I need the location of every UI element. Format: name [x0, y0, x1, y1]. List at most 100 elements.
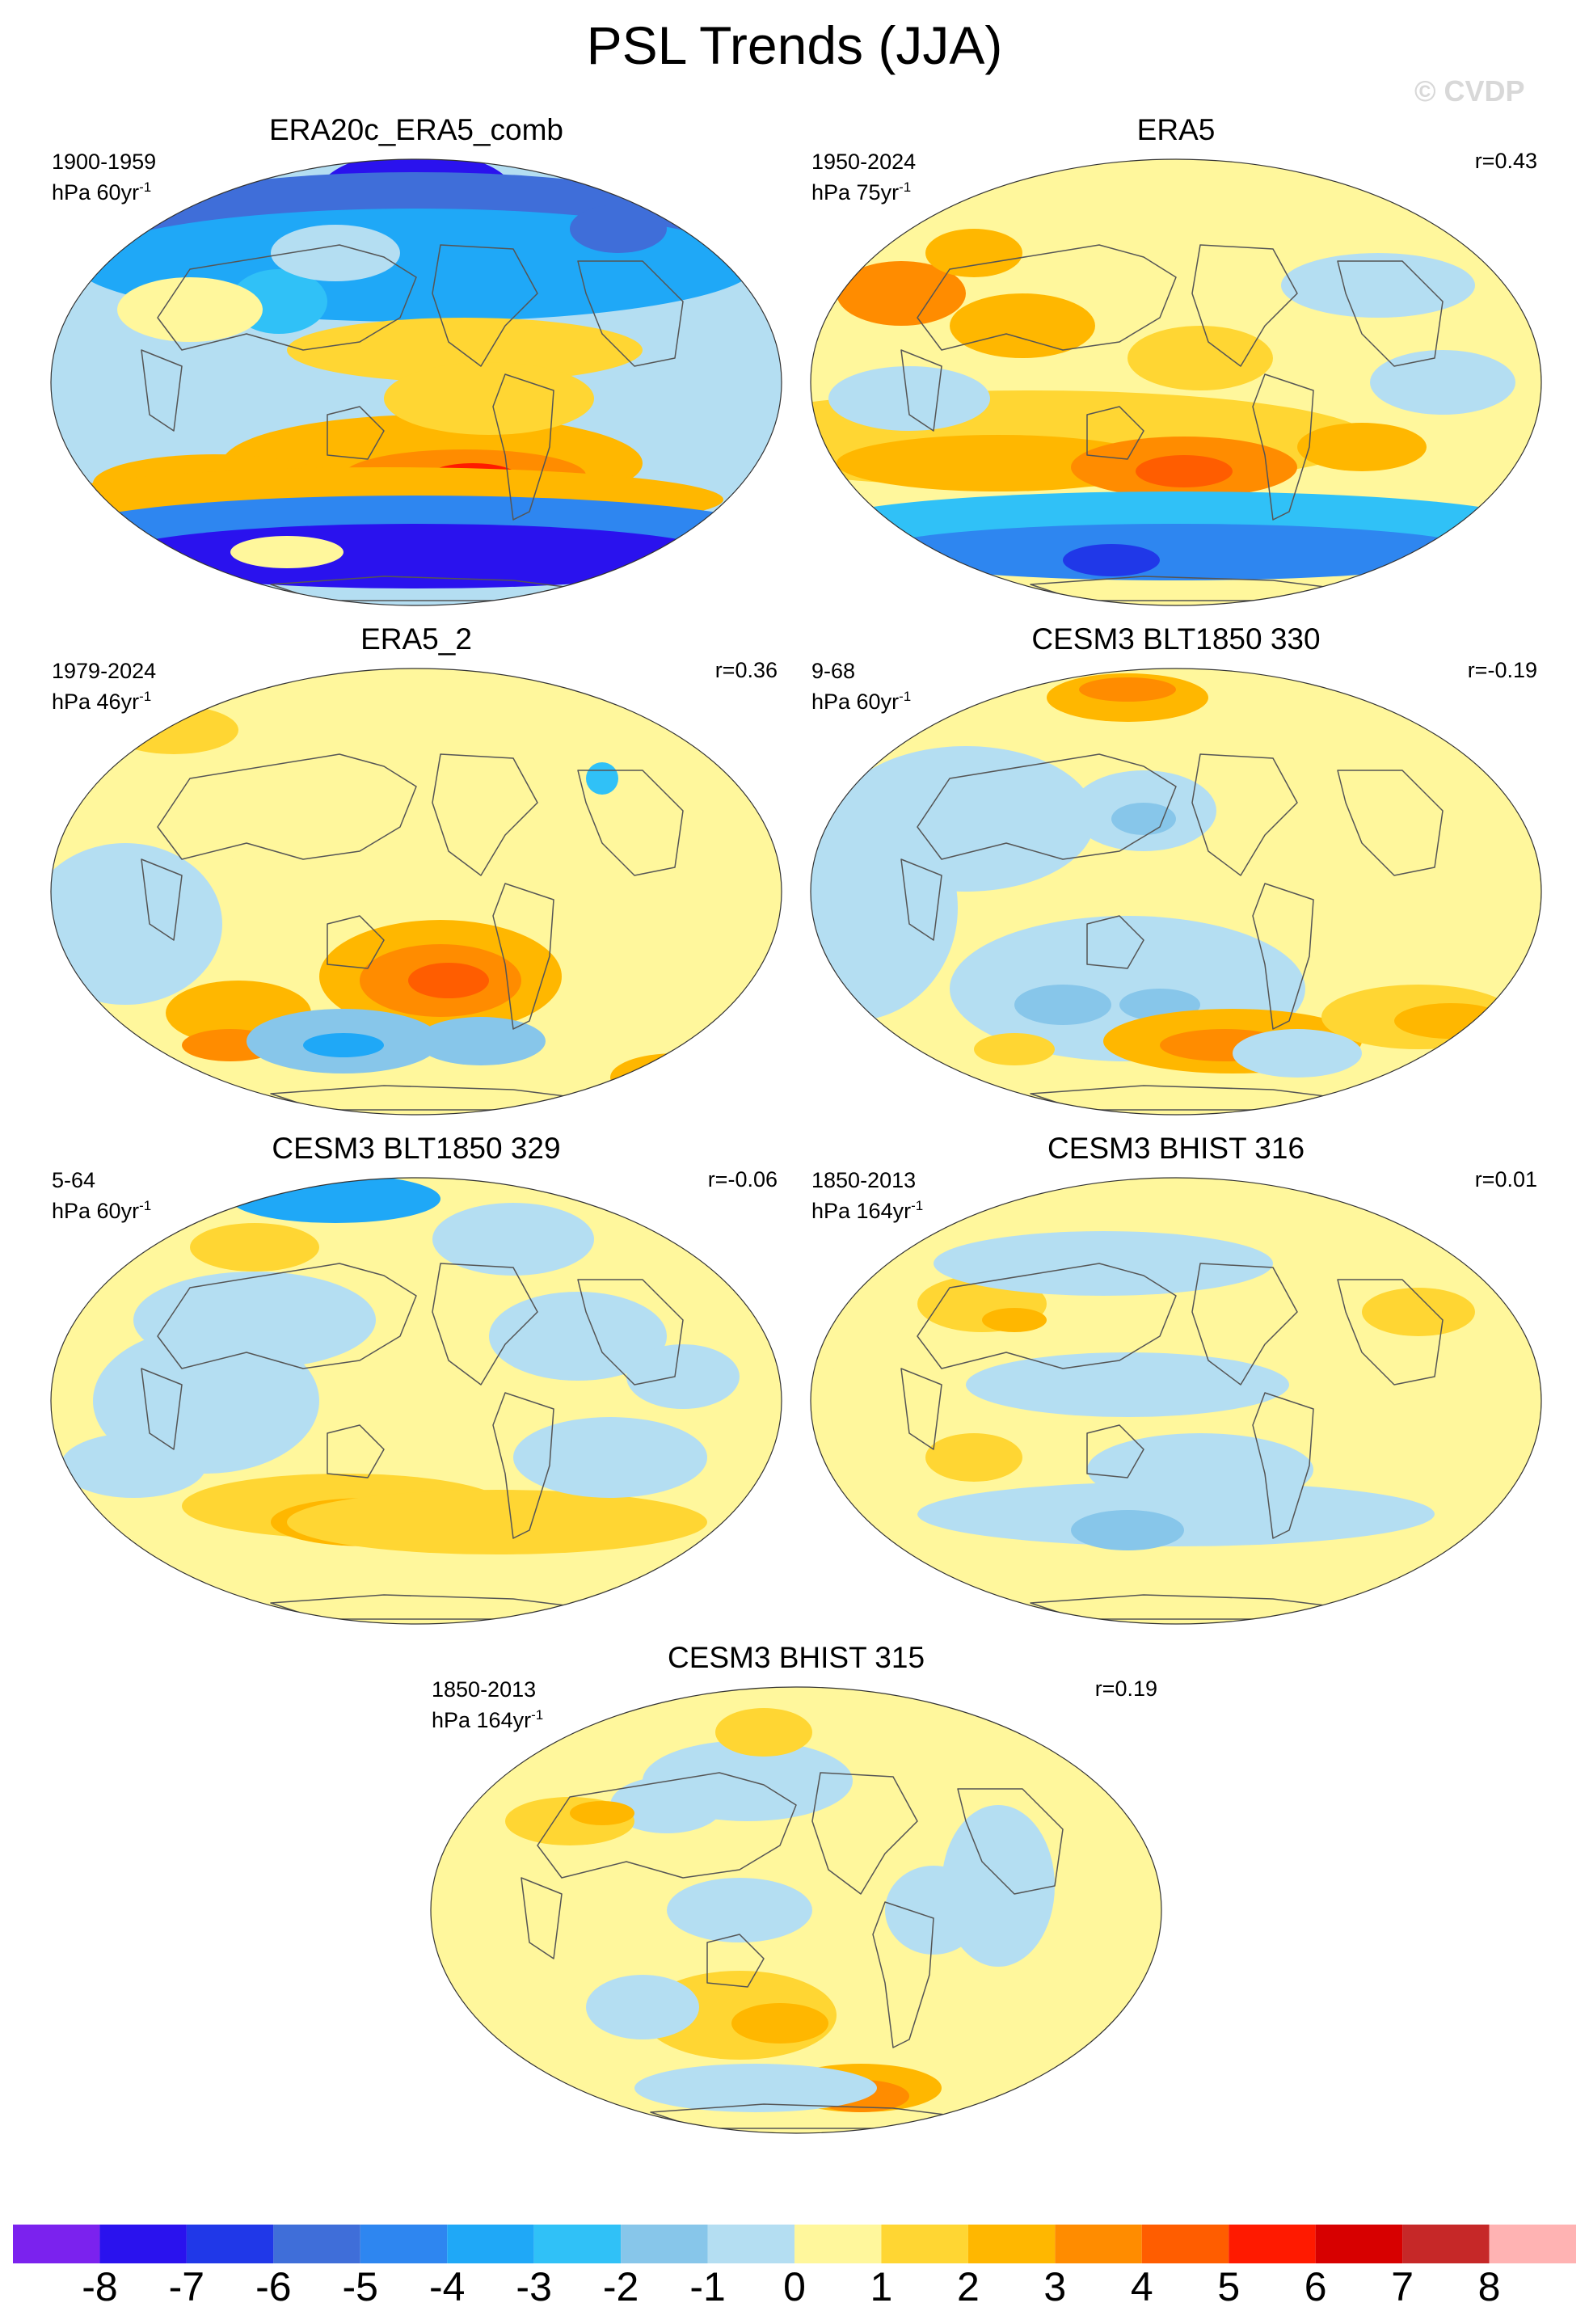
trend-contour-region	[1014, 985, 1111, 1025]
coastline	[917, 244, 1177, 351]
colorbar	[13, 2225, 1576, 2263]
trend-contour-region	[570, 205, 667, 253]
trend-contour-region	[109, 524, 723, 588]
map-era20c-era5-comb	[50, 158, 782, 606]
coastline	[1337, 260, 1444, 367]
trend-contour-region	[950, 293, 1095, 358]
trend-contour-region	[489, 1292, 667, 1381]
trend-contour-region	[586, 762, 618, 795]
trend-contour-region	[117, 277, 263, 342]
trend-contour-region	[190, 1223, 319, 1272]
panel-title: CESM3 BHIST 315	[667, 1641, 925, 1674]
map-border	[50, 1177, 782, 1625]
trend-contour-region	[586, 1975, 699, 2039]
coastline	[1086, 915, 1144, 969]
trend-contour-region	[230, 536, 344, 568]
panel-era5-2: ERA5_2 1979-2024 hPa 46yr-1 r=0.36	[40, 622, 792, 1124]
panel-title: CESM3 BHIST 316	[1047, 1132, 1305, 1165]
map-border	[810, 1177, 1542, 1625]
colorbar-box	[13, 2225, 100, 2263]
coastline	[900, 1368, 942, 1450]
coastline	[900, 858, 942, 941]
trend-contour-region	[934, 1231, 1273, 1296]
coastline	[917, 1263, 1177, 1369]
colorbar-box	[447, 2225, 534, 2263]
coastline	[141, 1368, 183, 1450]
coastline	[1252, 373, 1314, 521]
coastline	[327, 915, 385, 969]
panel-units: hPa 60yr-1	[52, 179, 152, 205]
trend-contour-region	[626, 1344, 740, 1409]
trend-contour-region	[1071, 1510, 1184, 1550]
trend-contour-region	[1297, 423, 1427, 471]
colorbar-box	[707, 2225, 794, 2263]
coastline	[1191, 1263, 1298, 1386]
panel-units: hPa 46yr-1	[52, 689, 152, 714]
coastline	[432, 753, 538, 876]
coastline	[492, 883, 554, 1030]
colorbar-tick-label: 6	[1304, 2264, 1327, 2309]
panel-period: 1979-2024	[52, 659, 157, 683]
trend-contour-region	[570, 1801, 634, 1825]
panel-title: CESM3 BLT1850 330	[1031, 622, 1321, 656]
trend-contour-region	[384, 362, 594, 435]
colorbar-tick-label: 4	[1130, 2264, 1153, 2309]
panel-units: hPa 164yr-1	[432, 1707, 544, 1732]
trend-contour-region	[473, 1870, 602, 1999]
map-era5	[810, 158, 1542, 606]
map-cesm3-blt1850-330	[810, 668, 1542, 1116]
panel-title: CESM3 BLT1850 329	[272, 1132, 561, 1165]
trend-contour-region	[513, 1417, 707, 1498]
trend-contour-region	[1370, 350, 1515, 415]
colorbar-tick-label: -6	[255, 2264, 292, 2309]
map-border	[50, 668, 782, 1116]
coastline	[432, 244, 538, 367]
trend-contour-region	[271, 225, 400, 281]
coastline	[327, 406, 385, 460]
colorbar-tick-label: 3	[1043, 2264, 1067, 2309]
trend-contour-region	[925, 229, 1022, 277]
trend-contour-region	[634, 2064, 877, 2112]
trend-contour-region	[610, 1053, 740, 1102]
panel-correlation: r=0.19	[1094, 1677, 1157, 1701]
trend-contour-region	[811, 1352, 934, 1546]
trend-contour-region	[869, 524, 1483, 580]
colorbar-box	[1055, 2225, 1142, 2263]
trend-contour-region	[731, 2003, 828, 2044]
trend-contour-region	[974, 1033, 1055, 1065]
trend-contour-region	[1289, 1393, 1354, 1457]
coastline	[1252, 1392, 1314, 1539]
trend-contour-region	[610, 1777, 723, 1833]
colorbar-box	[1141, 2225, 1229, 2263]
trend-contour-region	[287, 1490, 707, 1554]
trend-contour-region	[1394, 1003, 1507, 1039]
panel-cesm3-blt1850-329: CESM3 BLT1850 329 5-64 hPa 60yr-1 r=-0.0…	[40, 1132, 792, 1633]
trend-contour-region	[1111, 803, 1176, 835]
panel-title: ERA20c_ERA5_comb	[268, 113, 564, 146]
coastline	[1337, 770, 1444, 876]
coastline	[521, 1877, 563, 1959]
colorbar-tick-label: 7	[1391, 2264, 1414, 2309]
coastline	[157, 753, 417, 860]
panel-period: 5-64	[52, 1168, 96, 1192]
coastline	[157, 1263, 417, 1369]
trend-contour-region	[1079, 677, 1176, 702]
trend-contour-region	[93, 1328, 319, 1474]
panel-units: hPa 60yr-1	[52, 1198, 152, 1223]
coastline	[432, 1263, 538, 1386]
panel-correlation: r=0.43	[1474, 149, 1537, 173]
map-border	[810, 668, 1542, 1116]
panel-period: 1950-2024	[811, 150, 917, 174]
colorbar-box	[360, 2225, 448, 2263]
trend-contour-region	[1136, 455, 1233, 487]
coastline	[577, 770, 684, 876]
trend-contour-region	[287, 318, 643, 382]
colorbar-tick-label: 5	[1217, 2264, 1241, 2309]
panel-correlation: r=-0.06	[707, 1167, 778, 1192]
map-cesm3-bhist-316	[810, 1177, 1542, 1625]
panel-correlation: r=0.01	[1474, 1167, 1537, 1192]
colorbar-tick-label: -4	[428, 2264, 466, 2309]
colorbar-box	[186, 2225, 274, 2263]
panel-title: ERA5	[1136, 113, 1216, 146]
coastline	[872, 1901, 934, 2048]
